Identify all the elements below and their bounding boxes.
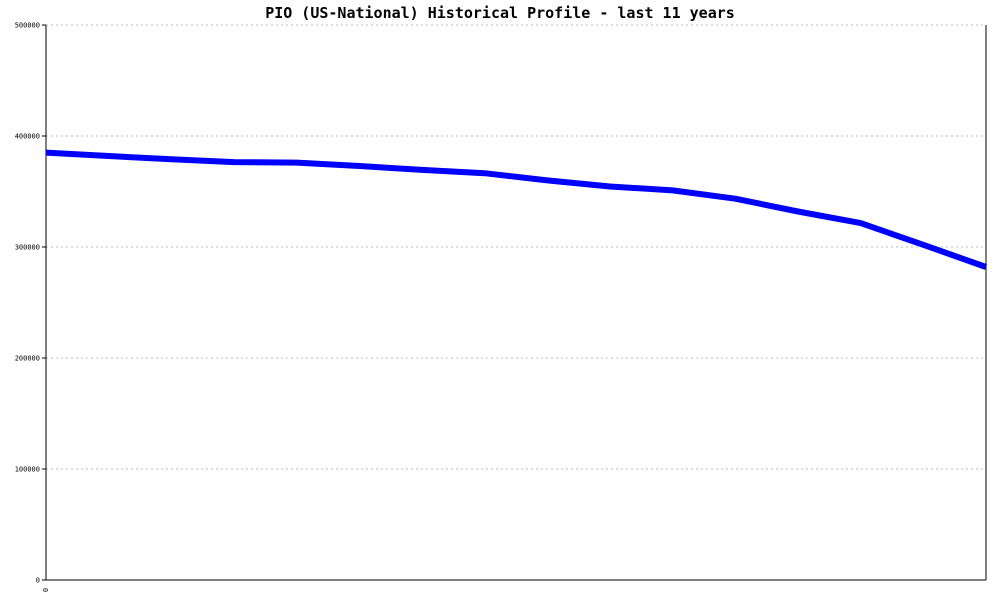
y-tick-label: 0 [36, 577, 40, 585]
y-tick-label: 200000 [15, 355, 40, 363]
y-tick-label: 300000 [15, 244, 40, 252]
chart-title: PIO (US-National) Historical Profile - l… [265, 4, 735, 22]
y-tick-label: 500000 [15, 22, 40, 30]
y-tick-label: 100000 [15, 466, 40, 474]
grid-lines [46, 24, 986, 470]
chart-axes [45, 25, 987, 581]
series-line [45, 149, 988, 270]
y-tick-labels: 0 100000 200000 300000 400000 500000 [15, 22, 46, 585]
x-tick-label: 0 [42, 588, 50, 592]
x-tick-labels: 0 [42, 588, 50, 592]
y-tick-label: 400000 [15, 133, 40, 141]
series-layer [45, 149, 988, 270]
